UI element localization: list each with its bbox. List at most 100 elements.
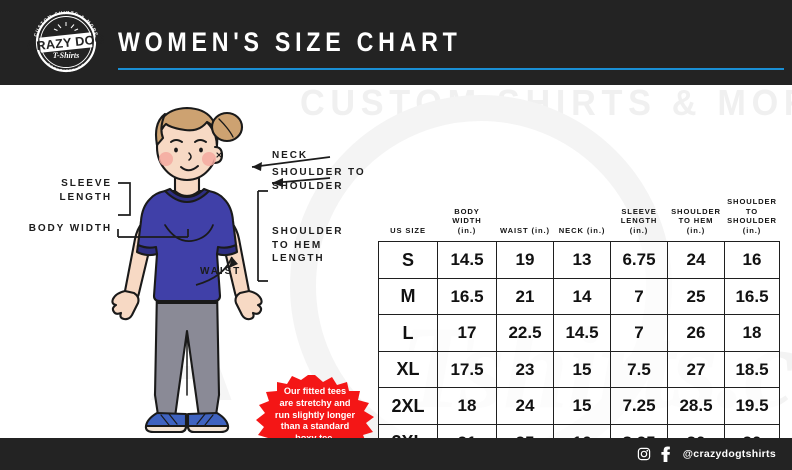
col-s2s-l1: SHOULDER TO	[727, 197, 777, 216]
cell-shoulder-to-shoulder: 18	[724, 314, 780, 352]
fit-note-line5: boxy tee.	[256, 433, 374, 438]
starburst-shape	[256, 375, 374, 438]
cell-shoulder-to-shoulder: 18.5	[724, 350, 780, 389]
facebook-icon[interactable]	[660, 446, 671, 462]
annotation-shoulder-to-shoulder: SHOULDER TO SHOULDER	[272, 166, 392, 193]
size-table-body: S 14.5 19 13 6.75 24 16 M 16.5 21 14 7	[378, 241, 780, 438]
page-footer: @crazydogtshirts	[0, 438, 792, 470]
annotation-sleeve-length-line1: SLEEVE	[61, 178, 112, 189]
cell-sleeve-length: 7.5	[610, 350, 668, 389]
fit-note-callout: Our fitted tees are stretchy and run sli…	[256, 375, 374, 438]
crazy-dog-tshirts-logo[interactable]: CUSTOM SHIRTS & MORE ROCHESTER, NY CRAZY…	[22, 11, 110, 73]
cell-neck: 14	[553, 277, 611, 316]
col-s2s-l2: SHOULDER	[727, 216, 777, 226]
cell-size: S	[378, 241, 438, 279]
cell-waist: 22.5	[496, 314, 554, 352]
cell-body-width: 21	[437, 423, 497, 438]
cell-neck: 16	[553, 423, 611, 438]
table-row: M 16.5 21 14 7 25 16.5	[378, 277, 780, 316]
title-accent-line	[118, 68, 784, 70]
instagram-icon[interactable]	[637, 447, 651, 461]
annotation-neck: NECK	[272, 150, 308, 161]
annotation-shoulder-to-hem-length: SHOULDER TO HEM LENGTH	[272, 225, 382, 266]
cell-shoulder-to-hem: 30	[667, 423, 725, 438]
cell-shoulder-to-hem: 25	[667, 277, 725, 316]
cell-size: 3XL	[378, 423, 438, 438]
cell-body-width: 17.5	[437, 350, 497, 389]
woman-illustration	[95, 95, 285, 438]
column-header-shoulder-to-shoulder: SHOULDER TO SHOULDER (in.)	[725, 197, 780, 242]
col-sleeve-l2: LENGTH	[620, 216, 658, 226]
annotation-body-width: BODY WIDTH	[28, 223, 112, 234]
cell-shoulder-to-shoulder: 19.5	[724, 387, 780, 425]
cell-shoulder-to-hem: 24	[667, 241, 725, 279]
cell-size: L	[378, 314, 438, 352]
cell-size: M	[378, 277, 438, 316]
col-sleeve-l1: SLEEVE	[621, 206, 657, 216]
annotation-waist: WAIST	[200, 266, 242, 277]
social-links: @crazydogtshirts	[637, 438, 776, 470]
page-title: WOMEN'S SIZE CHART	[118, 27, 462, 57]
annotation-shoulder-to-shoulder-line2: SHOULDER	[272, 180, 344, 192]
col-s2hem-l1: SHOULDER	[671, 206, 721, 216]
cell-shoulder-to-shoulder: 16.5	[724, 277, 780, 316]
table-row: 2XL 18 24 15 7.25 28.5 19.5	[378, 387, 780, 425]
annotation-shoulder-to-hem-line3: LENGTH	[272, 253, 325, 264]
column-header-neck: NECK (in.)	[554, 197, 611, 242]
cell-waist: 23	[496, 350, 554, 389]
cell-shoulder-to-hem: 27	[667, 350, 725, 389]
annotation-shoulder-to-hem-line1: SHOULDER	[272, 226, 344, 237]
cell-waist: 24	[496, 387, 554, 425]
col-waist-l1: WAIST (in.)	[500, 225, 550, 235]
table-row: 3XL 21 25 16 8.25 30 20	[378, 423, 780, 438]
fit-note-line3: run slightly longer	[274, 409, 356, 420]
table-row: S 14.5 19 13 6.75 24 16	[378, 241, 780, 279]
cell-sleeve-length: 6.75	[610, 241, 668, 279]
social-handle[interactable]: @crazydogtshirts	[682, 448, 776, 460]
cell-shoulder-to-hem: 26	[667, 314, 725, 352]
svg-text:T-Shirts: T-Shirts	[53, 51, 79, 60]
cell-body-width: 14.5	[437, 241, 497, 279]
col-sleeve-l3: (in.)	[629, 225, 649, 235]
table-row: XL 17.5 23 15 7.5 27 18.5	[378, 350, 780, 389]
annotation-sleeve-length: SLEEVE LENGTH	[5, 177, 112, 204]
table-header-row: US SIZE BODY WIDTH (in.) WAIST (in.) NEC…	[379, 197, 780, 242]
column-header-waist: WAIST (in.)	[497, 197, 554, 242]
cell-shoulder-to-shoulder: 16	[724, 241, 780, 279]
page-header: CUSTOM SHIRTS & MORE ROCHESTER, NY CRAZY…	[0, 0, 792, 85]
cell-shoulder-to-hem: 28.5	[667, 387, 725, 425]
col-body-width-l2: WIDTH	[452, 216, 482, 226]
cell-neck: 14.5	[553, 314, 611, 352]
col-s2s-l3: (in.)	[742, 225, 762, 235]
column-header-us-size: US SIZE	[379, 197, 438, 242]
column-header-sleeve-length: SLEEVE LENGTH (in.)	[611, 197, 668, 242]
cell-body-width: 17	[437, 314, 497, 352]
col-body-width-l3: (in.)	[457, 225, 477, 235]
cell-body-width: 16.5	[437, 277, 497, 316]
col-body-width-l1: BODY	[454, 206, 480, 216]
cell-sleeve-length: 8.25	[610, 423, 668, 438]
cell-waist: 21	[496, 277, 554, 316]
column-header-body-width: BODY WIDTH (in.)	[438, 197, 497, 242]
cell-waist: 25	[496, 423, 554, 438]
cell-body-width: 18	[437, 387, 497, 425]
col-neck-l1: NECK (in.)	[558, 225, 606, 235]
col-us-size-l1: US SIZE	[390, 225, 426, 235]
size-table-head: US SIZE BODY WIDTH (in.) WAIST (in.) NEC…	[379, 197, 780, 242]
size-table: US SIZE BODY WIDTH (in.) WAIST (in.) NEC…	[378, 197, 780, 438]
chart-body: SLEEVE LENGTH BODY WIDTH NECK SHOULDER T…	[0, 85, 792, 438]
cell-sleeve-length: 7.25	[610, 387, 668, 425]
cell-sleeve-length: 7	[610, 277, 668, 316]
cell-neck: 15	[553, 350, 611, 389]
column-header-shoulder-to-hem: SHOULDER TO HEM (in.)	[668, 197, 725, 242]
annotation-shoulder-to-hem-line2: TO HEM	[272, 239, 323, 251]
cell-sleeve-length: 7	[610, 314, 668, 352]
size-table-wrapper: US SIZE BODY WIDTH (in.) WAIST (in.) NEC…	[378, 197, 780, 438]
annotation-sleeve-length-line2: LENGTH	[59, 191, 112, 203]
cell-neck: 13	[553, 241, 611, 279]
annotation-leader-lines	[117, 156, 331, 286]
table-row: L 17 22.5 14.5 7 26 18	[378, 314, 780, 352]
fit-note-line1: Our fitted tees	[283, 386, 347, 396]
cell-neck: 15	[553, 387, 611, 425]
